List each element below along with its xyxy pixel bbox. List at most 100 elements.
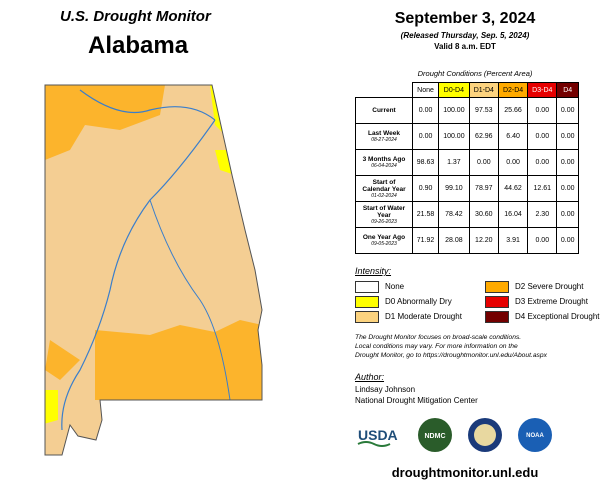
title: Alabama [88,32,189,59]
legend-item: D3 Extreme Drought [485,296,600,311]
legend: None D2 Severe Drought D0 Abnormally Dry D3… [355,281,600,326]
table-row: One Year Ago 09-05-2023 71.92 28.08 12.20 3.9… [355,227,579,254]
subtitle: U.S. Drought Monitor [60,8,211,25]
author: Lindsay Johnson National Drought Mitigati… [355,384,478,406]
cell: 97.53 [468,97,499,124]
note: The Drought Monitor focuses on broad-sca… [355,333,547,360]
cell: 12.20 [468,227,499,254]
url[interactable]: droughtmonitor.unl.edu [391,465,539,480]
cell: 0.00 [411,97,440,124]
table-row: Start of Water Year 09-26-2023 21.58 78.42 3… [355,201,579,228]
column-header: D1-D4 [468,82,499,98]
author-label: Author: [355,372,385,382]
row-label-text: 3 Months Ago [362,156,406,163]
cell: 25.66 [497,97,529,124]
row-date: 06-04-2024 [371,163,397,169]
valid: Valid 8 a.m. EDT [434,42,496,51]
row-date: 09-26-2023 [371,218,397,225]
cell: 100.00 [438,123,470,150]
legend-item: D2 Severe Drought [485,281,600,296]
legend-item: D0 Abnormally Dry [355,296,485,311]
legend-swatch [355,296,379,308]
note-line: Local conditions may vary. For more info… [355,343,518,350]
table-caption: Drought Conditions (Percent Area) [417,69,533,78]
cell: 28.08 [438,227,470,254]
row-date: 01-02-2024 [371,192,397,199]
cell: 44.62 [497,175,529,202]
cell: 62.96 [468,123,499,150]
legend-label: D4 Exceptional Drought [515,312,600,322]
cell: 78.97 [468,175,499,202]
cell: 98.63 [411,149,440,176]
cell: 30.60 [468,201,499,228]
noaa-logo: NOAA [526,433,544,439]
legend-label: D0 Abnormally Dry [385,297,452,307]
row-date: 08-27-2024 [371,137,397,143]
cell: 16.04 [497,201,529,228]
column-header: D2-D4 [497,82,529,98]
cell: 0.00 [556,123,579,150]
usda-logo: USDA [358,427,398,443]
row-label-text: Current [372,107,396,114]
cell: 0.00 [527,97,558,124]
legend-swatch [355,281,379,293]
table-row: Start of Calendar Year 01-02-2024 0.90 99.1… [355,175,579,202]
released: (Released Thursday, Sep. 5, 2024) [400,31,530,40]
legend-item: D4 Exceptional Drought [485,311,600,326]
row-label-text: Last Week [367,130,401,137]
map [44,84,263,456]
row-label-text: Start of Water Year [362,204,406,219]
legend-item: None [355,281,485,296]
row-label: Current [355,97,413,124]
legend-label: D1 Moderate Drought [385,312,462,322]
column-header: D4 [556,82,579,98]
author-line: National Drought Mitigation Center [355,396,478,405]
column-header: D0-D4 [438,82,470,98]
date: September 3, 2024 [394,10,536,27]
legend-item: D1 Moderate Drought [355,311,485,326]
legend-swatch [485,281,509,293]
cell: 0.00 [527,123,558,150]
row-label: One Year Ago 09-05-2023 [355,227,413,254]
cell: 21.58 [411,201,440,228]
table: None D0-D4 D1-D4 D2-D4 D3-D4 D4 Current 0.00 100… [355,82,579,254]
cell: 6.40 [497,123,529,150]
cell: 0.00 [556,227,579,254]
legend-swatch [485,311,509,323]
author-line: Lindsay Johnson [355,385,416,394]
legend-label: D3 Extreme Drought [515,297,588,307]
row-date: 09-05-2023 [371,241,397,247]
legend-label: None [385,282,405,292]
row-label-text: One Year Ago [362,234,406,241]
cell: 1.37 [438,149,470,176]
cell: 99.10 [438,175,470,202]
row-label: Last Week 08-27-2024 [355,123,413,150]
logos: USDA NDMC NOAA [357,418,552,452]
ndmc-logo: NDMC [425,433,446,440]
row-label: Start of Calendar Year 01-02-2024 [355,175,413,202]
table-row: Current 0.00 100.00 97.53 25.66 0.00 0.00 [355,97,579,124]
table-row: 3 Months Ago 06-04-2024 98.63 1.37 0.00 0.00 0… [355,149,579,176]
legend-swatch [355,311,379,323]
cell: 3.91 [497,227,529,254]
legend-title: Intensity: [355,266,392,276]
cell: 0.00 [411,123,440,150]
note-line: Drought Monitor, go to https://droughtmo… [355,352,547,359]
legend-swatch [485,296,509,308]
table-row: Last Week 08-27-2024 0.00 100.00 62.96 6.40 0.… [355,123,579,150]
row-label: 3 Months Ago 06-04-2024 [355,149,413,176]
cell: 2.30 [527,201,558,228]
cell: 0.90 [411,175,440,202]
cell: 0.00 [527,149,558,176]
note-line: The Drought Monitor focuses on broad-sca… [355,334,522,341]
cell: 100.00 [438,97,470,124]
legend-label: D2 Severe Drought [515,282,584,292]
column-header: None [411,82,440,98]
cell: 0.00 [527,227,558,254]
cell: 0.00 [556,149,579,176]
column-header: D3-D4 [527,82,558,98]
row-label: Start of Water Year 09-26-2023 [355,201,413,228]
cell: 0.00 [556,175,579,202]
cell: 0.00 [556,201,579,228]
